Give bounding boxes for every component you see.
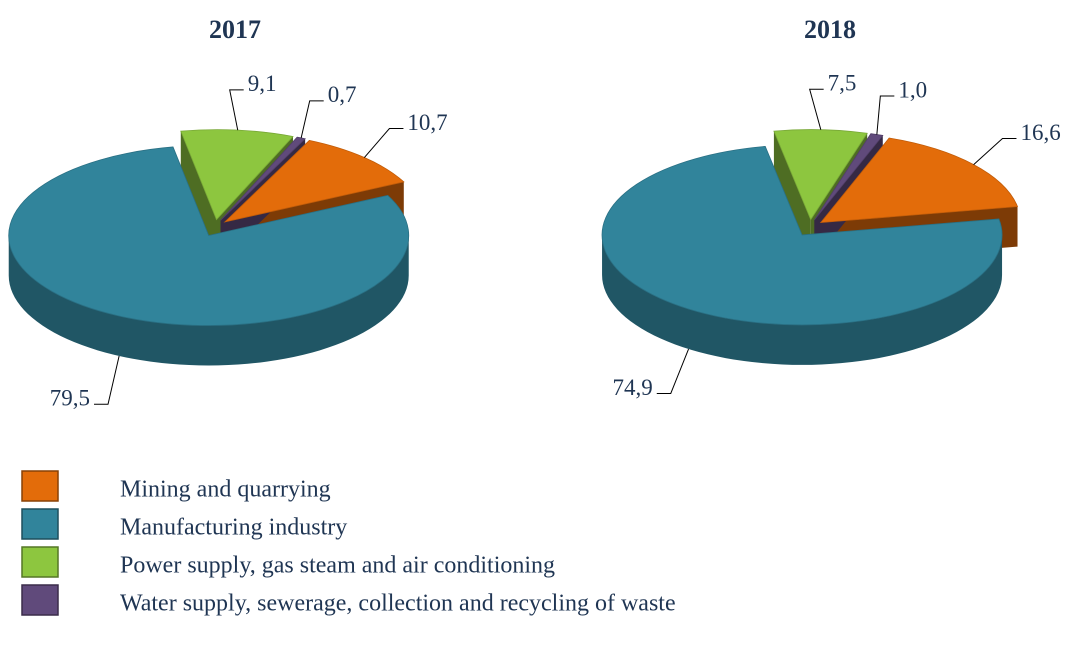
- pie-title: 2018: [804, 15, 856, 44]
- slice-wall: [602, 234, 1003, 365]
- leader-line: [94, 355, 120, 405]
- legend-label: Mining and quarrying: [120, 477, 331, 503]
- slice: [814, 133, 884, 221]
- slice: [8, 146, 410, 326]
- data-label: 7,5: [828, 71, 857, 96]
- data-label: 74,9: [613, 375, 653, 400]
- legend-label: Power supply, gas steam and air conditio…: [120, 553, 555, 579]
- leader-line: [300, 100, 324, 139]
- legend-swatch: [21, 470, 59, 502]
- data-label: 1,0: [898, 77, 927, 102]
- data-label: 0,7: [328, 82, 357, 107]
- legend-swatch: [21, 508, 59, 540]
- pie-title: 2017: [209, 15, 261, 44]
- data-label: 79,5: [50, 386, 90, 411]
- data-label: 10,7: [407, 110, 447, 135]
- leader-line: [363, 128, 404, 158]
- slice-side: [773, 131, 811, 260]
- leader-line: [656, 348, 690, 394]
- leader-line: [973, 137, 1017, 165]
- legend-label: Manufacturing industry: [120, 515, 347, 541]
- data-label: 9,1: [248, 71, 277, 96]
- slice-side: [180, 131, 217, 260]
- legend-label: Water supply, sewerage, collection and r…: [120, 591, 676, 617]
- data-label: 16,6: [1020, 120, 1060, 145]
- slice: [819, 137, 1019, 224]
- slice: [601, 146, 1003, 326]
- legend-swatch: [21, 546, 59, 578]
- slice: [220, 136, 306, 221]
- leader-line: [876, 95, 895, 135]
- legend-swatch: [21, 584, 59, 616]
- slice-wall: [8, 235, 409, 366]
- slice: [773, 129, 868, 221]
- pie: [601, 129, 1019, 365]
- leader-line: [229, 89, 244, 131]
- leader-line: [809, 88, 824, 130]
- pie: [8, 129, 410, 366]
